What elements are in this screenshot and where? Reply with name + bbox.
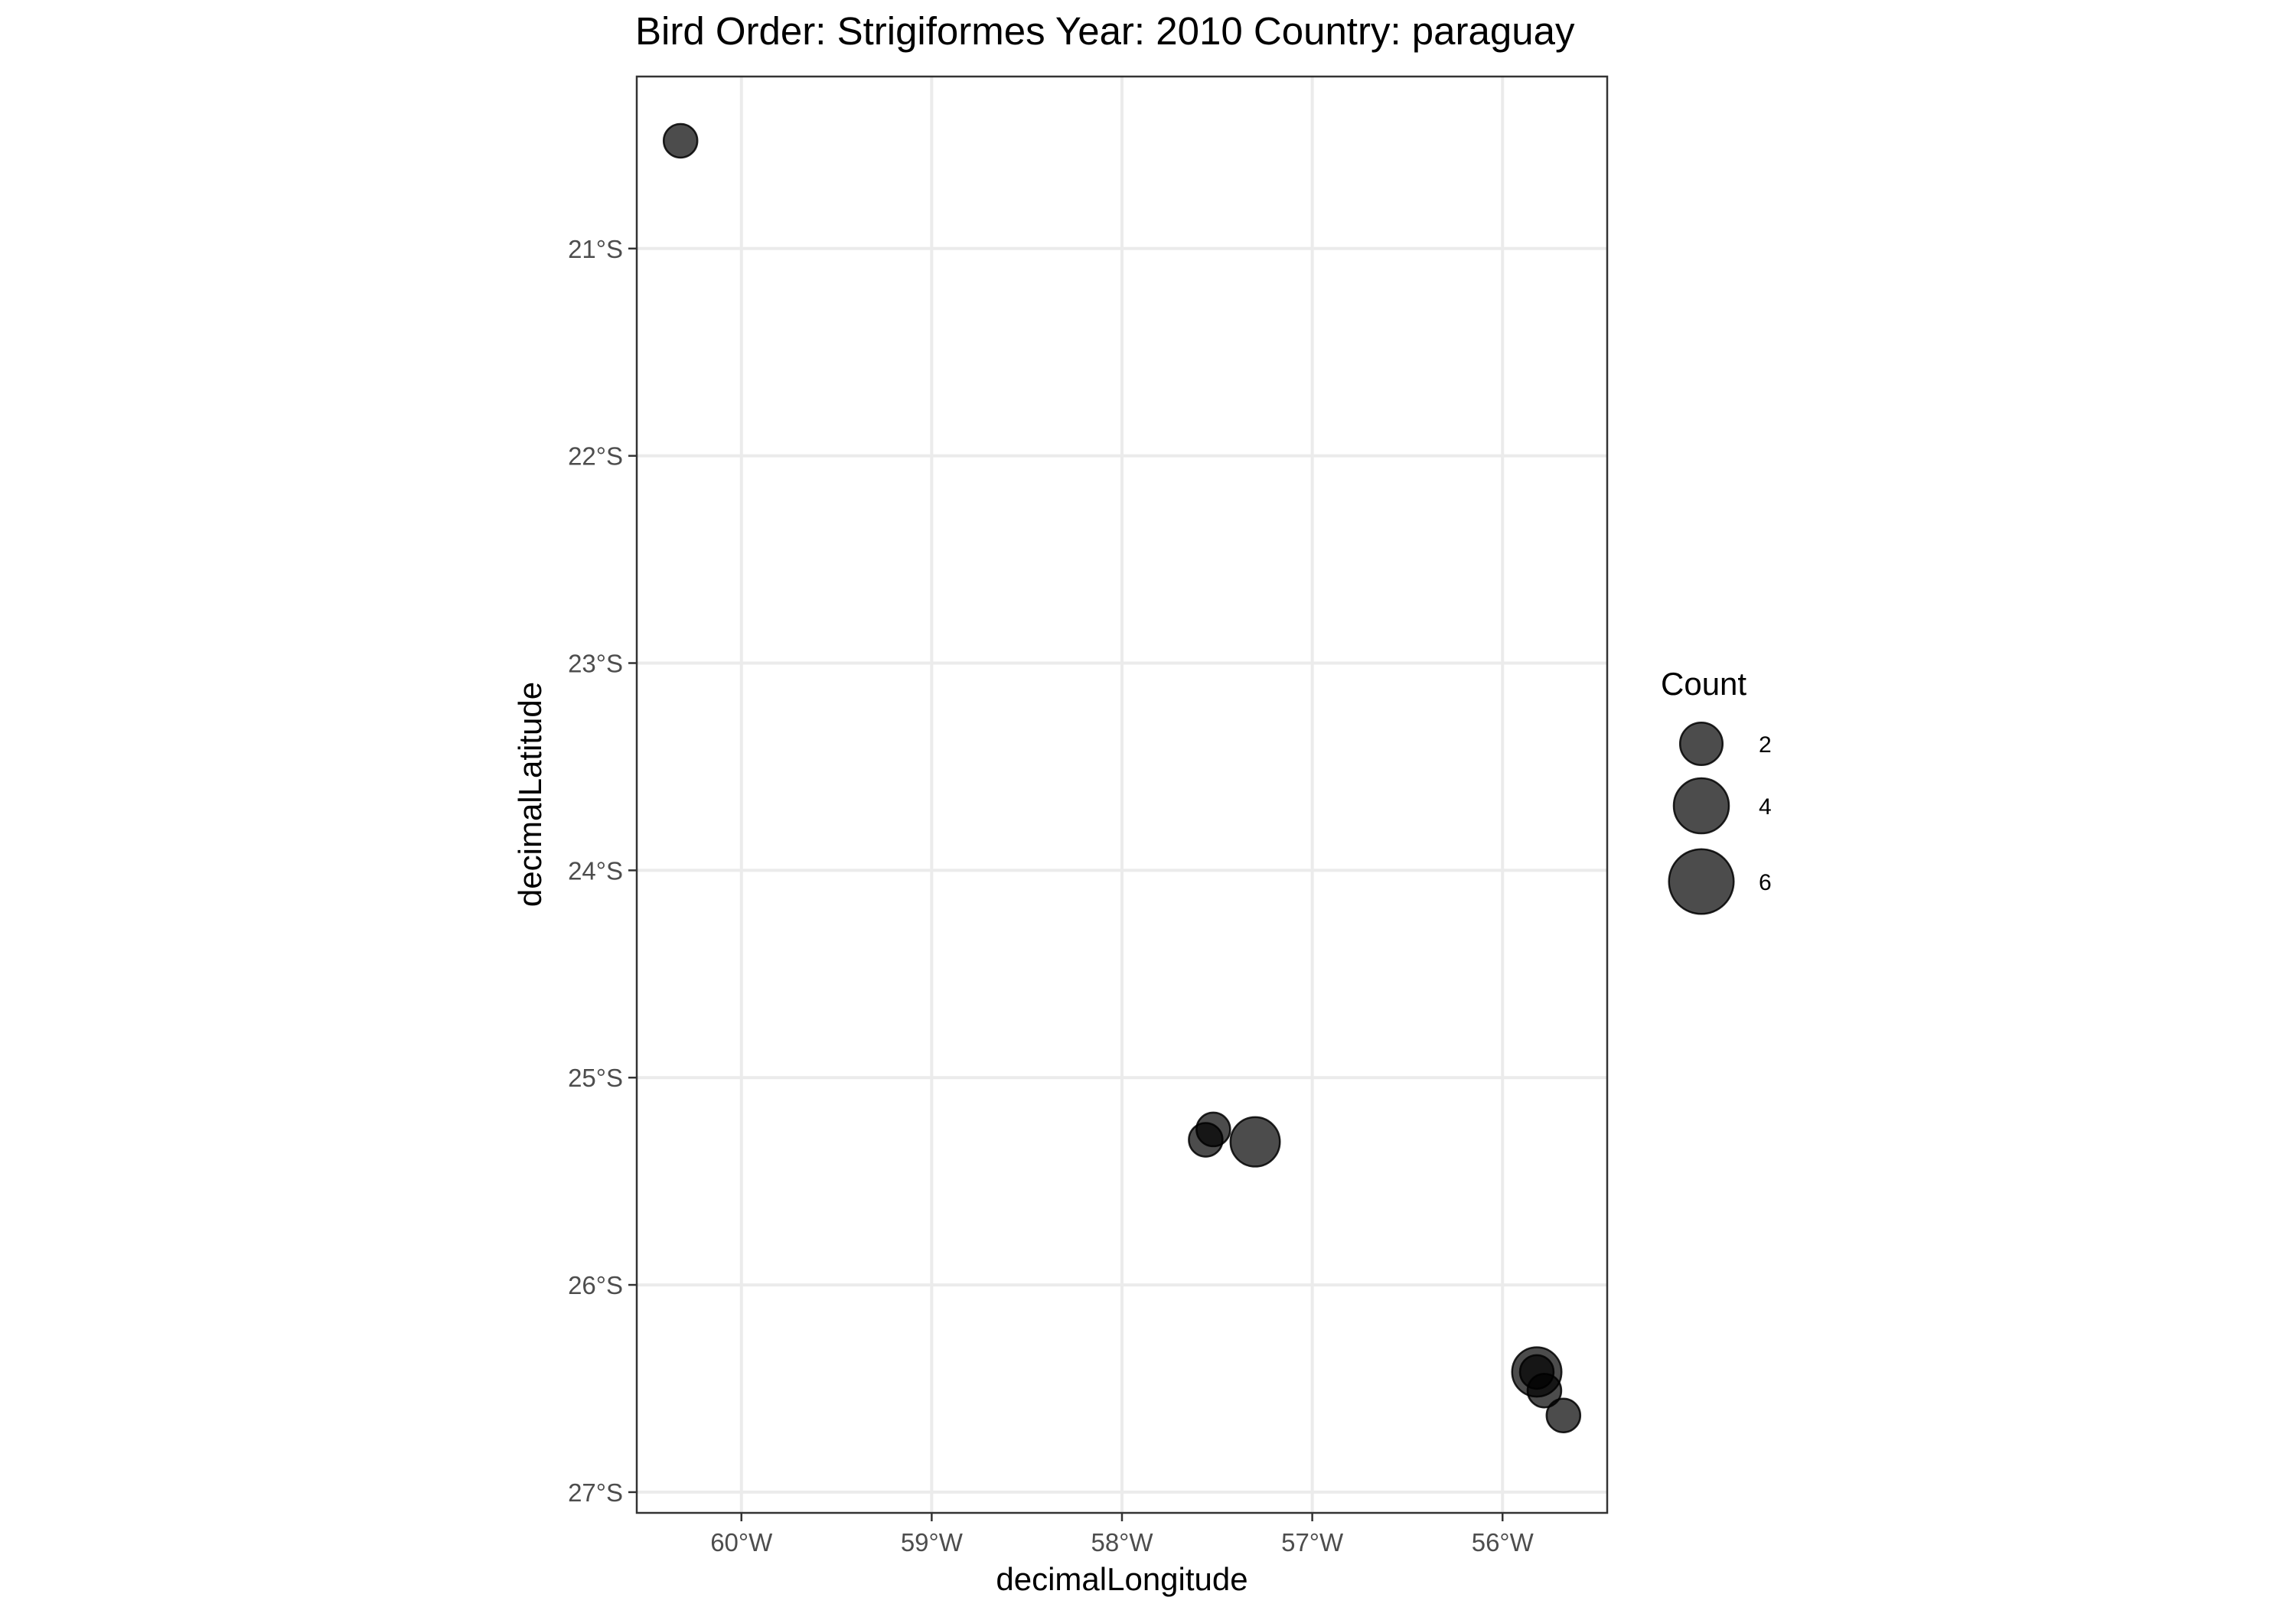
legend-title: Count [1661, 666, 1746, 702]
y-tick-label: 27°S [568, 1478, 623, 1507]
x-tick-label: 56°W [1472, 1528, 1534, 1556]
y-tick-label: 22°S [568, 442, 623, 471]
data-point [1229, 1116, 1281, 1168]
y-axis-title: decimalLatitude [512, 682, 548, 907]
x-axis-title: decimalLongitude [996, 1561, 1247, 1597]
data-point [662, 122, 699, 159]
legend-key-circle [1672, 777, 1730, 835]
legend-label: 4 [1759, 794, 1772, 820]
gridlines [637, 77, 1607, 1513]
data-point [1188, 1122, 1224, 1158]
x-tick-label: 60°W [710, 1528, 773, 1556]
x-tick-label: 59°W [901, 1528, 964, 1556]
legend-key-circle [1678, 721, 1724, 767]
legend-label: 6 [1759, 870, 1772, 895]
x-tick-label: 57°W [1281, 1528, 1344, 1556]
legend-label: 2 [1759, 732, 1772, 758]
data-point [1545, 1397, 1582, 1433]
legend-key-circle [1668, 848, 1735, 915]
x-axis: 60°W 59°W 58°W 57°W 56°W [710, 1513, 1534, 1556]
x-tick-label: 58°W [1091, 1528, 1153, 1556]
y-tick-label: 24°S [568, 856, 623, 885]
y-axis: 21°S 22°S 23°S 24°S 25°S 26°S 27°S [568, 235, 637, 1507]
y-tick-label: 26°S [568, 1271, 623, 1299]
size-legend: Count 2 4 6 [1661, 666, 1772, 915]
data-point [1526, 1372, 1563, 1409]
y-tick-label: 23°S [568, 650, 623, 678]
y-tick-label: 25°S [568, 1064, 623, 1092]
y-tick-label: 21°S [568, 235, 623, 263]
data-points [662, 122, 1582, 1433]
chart-title: Bird Order: Strigiformes Year: 2010 Coun… [635, 9, 1575, 53]
